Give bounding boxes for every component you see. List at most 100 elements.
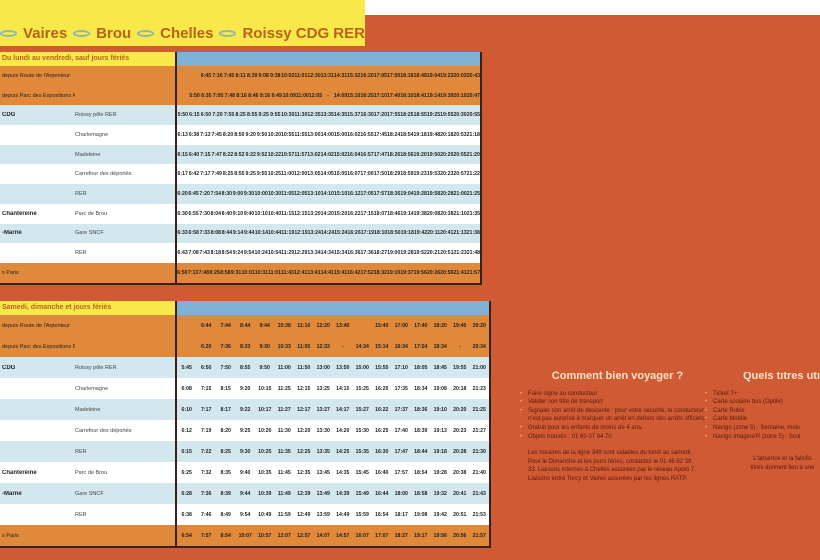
time-cell: 7:54	[210, 190, 221, 197]
time-cell: 16:04	[347, 151, 361, 158]
time-cell: 10:44	[268, 230, 282, 237]
time-cell: 21:22	[466, 171, 480, 178]
time-cell: 12:20	[297, 427, 311, 434]
time-cell: 10:30	[281, 112, 295, 119]
table-row: Carrefour des déportés 6:12 7:19 8:20 9:25 10…	[0, 420, 489, 441]
time-cell: 18:24	[386, 131, 401, 138]
time-cell: 16:25	[360, 92, 374, 99]
table-row: Madeleine 6:15 6:40 7:15 7:47 8:22 8:52 9:22 9:5…	[0, 144, 480, 165]
time-cell: 12:35	[307, 112, 321, 119]
time-cell: 11:05	[297, 343, 311, 350]
time-cell: 7:13	[187, 269, 199, 276]
time-cell: 8:25	[220, 448, 231, 455]
time-cell: 7:16	[212, 72, 223, 79]
time-cell: 14:49	[336, 511, 350, 518]
time-cell: 9:30	[259, 343, 270, 350]
time-cell: 19:28	[400, 250, 414, 257]
time-cell: 16:22	[375, 406, 389, 413]
time-cell: 20:51	[440, 250, 454, 257]
time-cell: 6:12	[181, 427, 192, 434]
stop-label: Carrefour des déportés	[75, 171, 132, 178]
time-cell: 19:52	[413, 250, 427, 257]
time-cell: 17:20	[373, 112, 388, 119]
time-cell: 9:40	[240, 469, 251, 476]
stop-label: Madeleine	[75, 406, 101, 413]
time-cell: 17:52	[360, 269, 374, 276]
time-cell: 14:34	[320, 250, 334, 257]
time-cells: 6:10 7:17 8:17 9:22 10:17 11:27 12:17 13:27 14:1…	[175, 399, 489, 420]
time-cell: 18:48	[413, 72, 427, 79]
time-cell: 18:56	[400, 151, 414, 158]
time-cell: 10:00	[254, 190, 268, 197]
time-cell: 16:02	[347, 131, 361, 138]
time-cell: 8:20	[222, 131, 234, 138]
time-cell: 14:00	[320, 131, 334, 138]
table-row: s Paris 6:50 7:13 7:48 8:25 8:58 9:31 10:01 10:3…	[0, 262, 480, 283]
time-cell: 19:40	[453, 322, 467, 329]
time-cells: 6:15 6:40 7:15 7:47 8:22 8:52 9:22 9:52 10:22 10:…	[175, 144, 480, 165]
stop-name: Brou	[96, 25, 132, 42]
row-label: depuis Parc des Expositions RER	[2, 92, 75, 99]
row-label: -Marne	[2, 490, 22, 497]
time-cell: 19:56	[433, 532, 447, 539]
time-cell: 8:49	[220, 511, 231, 518]
table-row: Charlemagne 6:13 6:38 7:13 7:45 8:20 8:50 9:20 9…	[0, 125, 480, 145]
time-cell: 13:24	[307, 230, 321, 237]
time-cell: 9:20	[240, 385, 251, 392]
time-cell: 11:55	[294, 131, 308, 138]
time-cell: 13:34	[307, 250, 321, 257]
time-cell: 11:59	[277, 511, 291, 518]
time-cell: 6:20	[177, 190, 188, 197]
time-cell: 7:08	[188, 250, 199, 257]
time-cell: 18:34	[414, 385, 428, 392]
time-cell: 11:43	[281, 269, 295, 276]
time-cell: 9:54	[240, 511, 251, 518]
time-cell: 9:50	[256, 131, 268, 138]
table-row: Charlemagne 6:08 7:15 8:15 9:20 10:15 11:25 12:…	[0, 378, 489, 399]
list-item: Objets trouvés : 01 60 07 94 70	[520, 433, 715, 442]
time-cell: 10:22	[267, 151, 282, 158]
travel-tips-list: Faire signe au conducteur Valider son ti…	[520, 390, 715, 442]
time-cells: 6:38 7:46 8:49 9:54 10:49 11:59 12:49 13:59 14:4…	[175, 504, 489, 525]
time-cell: 13:00	[307, 131, 321, 138]
time-cell: 16:54	[375, 511, 389, 518]
time-cells: 6:50 7:13 7:48 8:25 8:58 9:31 10:01 10:31 11:01 1…	[175, 262, 480, 283]
time-cell: 20:55	[453, 151, 467, 158]
time-cell: 19:53	[426, 171, 441, 178]
time-cell: 9:50	[259, 364, 270, 371]
time-cell: 8:52	[234, 151, 245, 158]
time-cell: 13:10	[307, 190, 321, 197]
time-cell: 10:02	[281, 72, 295, 79]
table-row: RER 6:15 7:22 8:25 9:30 10:25 11:35 12:25 13:35 1…	[0, 441, 489, 462]
time-cell: 13:20	[307, 210, 321, 217]
time-cell: 7:36	[220, 343, 231, 350]
time-cell: 9:44	[244, 230, 255, 237]
time-cell: 9:00	[232, 190, 244, 197]
time-cell: 10:17	[258, 406, 272, 413]
time-cell: 9:14	[232, 230, 244, 237]
time-cell: 9:24	[232, 250, 244, 257]
time-cell: 18:20	[433, 322, 447, 329]
row-label: CDG	[2, 364, 16, 371]
time-cell: 10:15	[258, 385, 272, 392]
time-cell: 8:58	[220, 269, 231, 276]
time-cell: 19:37	[400, 269, 414, 276]
time-cell: 20:20	[440, 151, 454, 158]
stop-label: RER	[75, 448, 87, 455]
time-cell: 21:57	[472, 532, 486, 539]
time-cell: 17:47	[373, 151, 387, 158]
time-cell: 19:32	[433, 490, 447, 497]
time-cell: 12:30	[307, 72, 321, 79]
time-cell: 20:38	[440, 210, 454, 217]
time-cell: 8:46	[248, 92, 259, 99]
time-cell: 21:18	[466, 131, 480, 138]
time-cell: 9:55	[270, 112, 281, 119]
time-cell: 8:25	[235, 112, 246, 119]
time-cell: 11:45	[277, 469, 291, 476]
time-cell: 20:56	[440, 269, 454, 276]
tickets-list: Ticket T+ Carte scolaire bus (Optile) Ca…	[705, 390, 820, 442]
time-cell: 21:25	[466, 190, 481, 197]
time-cell: 15:34	[333, 250, 348, 257]
time-cell: 20:57	[453, 171, 467, 178]
time-cell: 6:58	[188, 230, 199, 237]
